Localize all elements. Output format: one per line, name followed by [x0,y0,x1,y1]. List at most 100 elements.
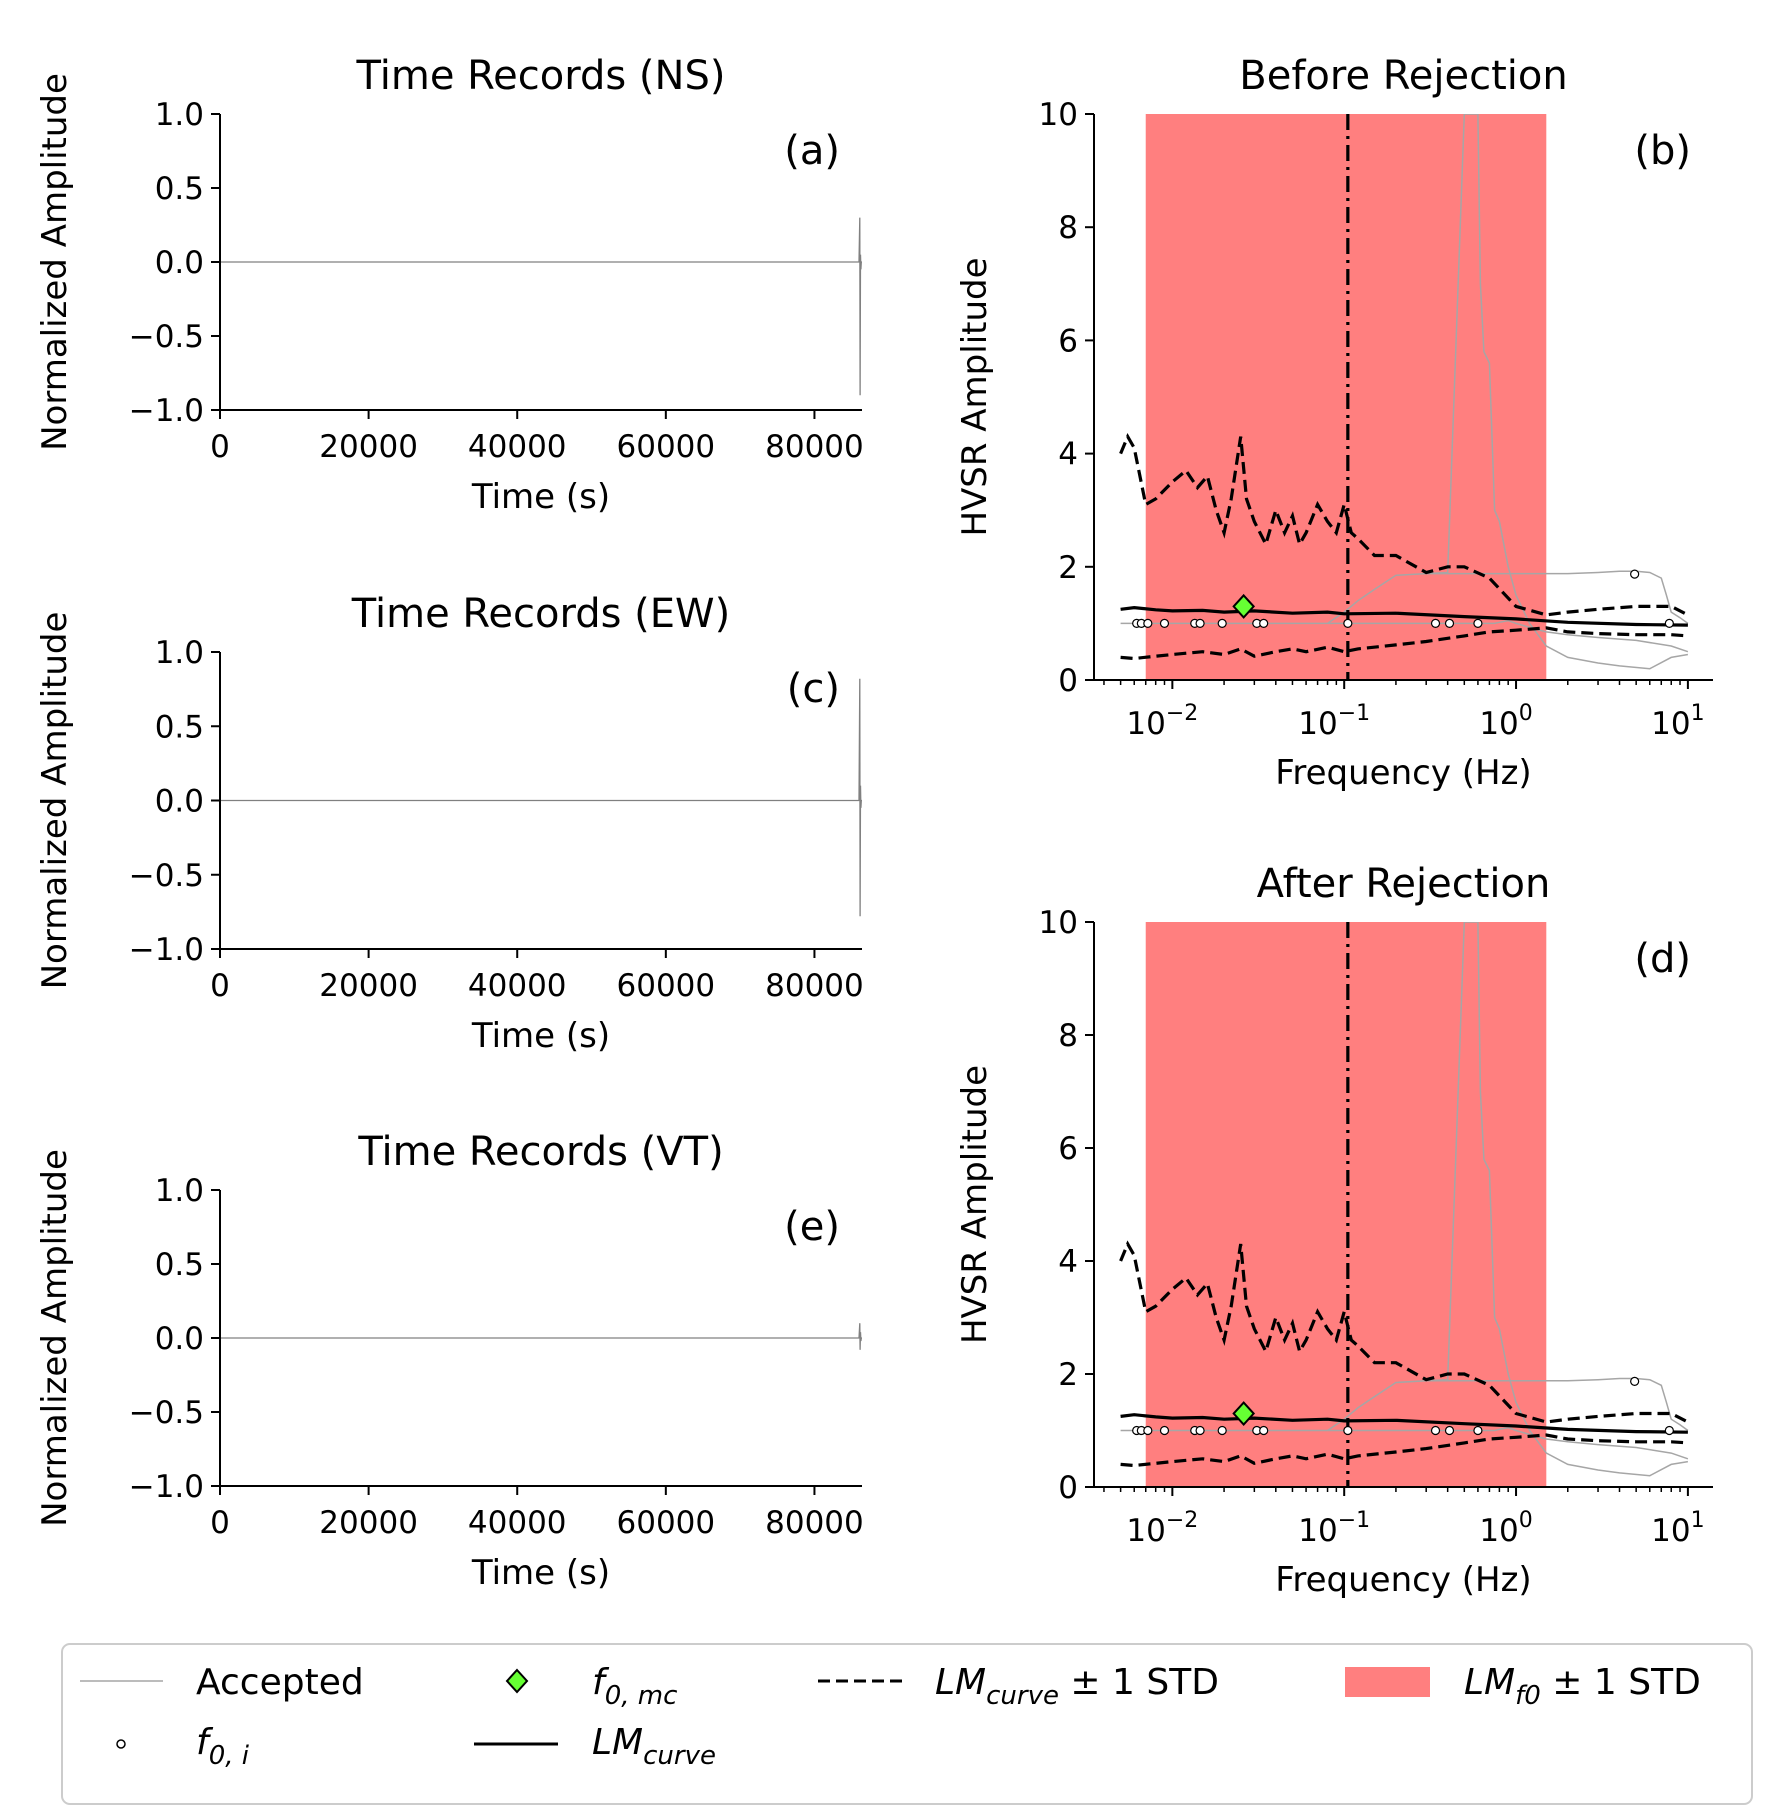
y-tick-label: 4 [1058,437,1078,473]
y-tick-label: 0.5 [155,709,204,745]
y-tick-label: −1.0 [129,393,204,429]
y-axis-label: HVSR Amplitude [955,257,995,536]
f0-i-marker [1630,569,1640,579]
y-tick-label: 0.0 [155,1321,204,1357]
f0-i-marker [1259,1425,1269,1436]
f0-i-marker [1343,1425,1353,1436]
f0-i-marker [1195,1425,1205,1436]
x-axis-label: Frequency (Hz) [1275,1560,1531,1600]
y-tick-label: 0.0 [155,784,204,820]
x-tick-label: 100 [1479,1508,1532,1549]
y-tick-label: −0.5 [129,1395,204,1431]
x-tick-label: 10−2 [1126,701,1198,742]
legend-lm-std-label: LMcurve ± 1 STD [935,1662,1219,1711]
lm-curve-plus-std [1119,1240,1689,1424]
f0-i-marker [1195,618,1205,629]
panel-a: 1.0 0.5 0.0 −0.5 −1.00 20000 40000 60000 80000 Ti… [35,53,864,517]
lm-curve [1120,605,1688,627]
panel-title: Time Records (EW) [351,591,730,637]
lm-curve-plus-std [1119,432,1689,617]
legend-frame [61,1643,1753,1805]
panel-title: Time Records (NS) [356,53,726,99]
y-tick-label: 0.0 [155,245,204,281]
y-axis-label: Normalized Amplitude [35,612,75,990]
y-tick-label: 4 [1058,1244,1078,1280]
f0-mc-marker [1232,593,1256,619]
plot-area [1119,922,1689,1487]
y-tick-label: −1.0 [129,1469,204,1505]
y-tick-label: 8 [1058,210,1078,246]
y-tick-label: −0.5 [129,319,204,355]
plot-area [220,1323,862,1350]
f0-i-marker [1159,618,1170,629]
f0-i-marker [1430,618,1441,629]
x-axis-label: Time (s) [471,477,610,517]
panel-b: 0 2 4 6 8 10 10−2 10−1 100 101 Before Rejection (b)… [955,53,1713,793]
panel-label: (e) [784,1204,840,1250]
y-tick-label: 2 [1058,1357,1078,1393]
lm-curve [1120,1413,1688,1434]
panel-label: (c) [787,666,840,712]
y-tick-label: 10 [1039,905,1078,941]
lm-curve-minus-std [1120,626,1689,661]
legend-f0-i-marker [116,1739,126,1749]
panel-e: 1.0 0.5 0.0 −0.5 −1.00 20000 40000 60000 80000 Ti… [35,1129,864,1593]
f0-i-marker [1630,1376,1640,1386]
x-tick-label: 0 [210,968,230,1004]
x-tick-label: 10−1 [1298,701,1370,742]
y-tick-label: −1.0 [129,932,204,968]
f0-i-marker [1430,1425,1441,1436]
x-tick-label: 0 [210,429,230,465]
f0-i-marker [1664,618,1674,629]
f0-i-marker [1444,618,1455,629]
panel-label: (b) [1634,128,1691,174]
x-tick-label: 10−1 [1298,1508,1370,1549]
time-record-trace [220,1323,862,1350]
y-tick-label: 1.0 [155,1173,204,1209]
accepted-hvsr-curve [1327,922,1689,1477]
x-tick-label: 80000 [765,968,864,1004]
f0-i-marker [1664,1425,1674,1436]
x-tick-label: 20000 [319,1505,418,1541]
y-tick-label: 6 [1058,323,1078,359]
x-tick-label: 40000 [468,1505,567,1541]
y-tick-label: 2 [1058,550,1078,586]
plot-area [220,678,862,917]
y-axis-label: Normalized Amplitude [35,73,75,451]
panel-title: Time Records (VT) [357,1129,723,1175]
f0-i-marker [1143,618,1153,629]
y-axis-label: Normalized Amplitude [35,1149,75,1527]
panel-title: Before Rejection [1239,53,1567,99]
y-tick-label: 6 [1058,1131,1078,1167]
time-record-trace [220,678,862,917]
x-tick-label: 20000 [319,968,418,1004]
legend-lm-curve-label: LMcurve [592,1722,716,1771]
f0-i-marker [1473,618,1483,629]
f0-i-marker [1259,618,1269,629]
x-tick-label: 60000 [617,429,716,465]
accepted-hvsr-curve [1327,114,1689,670]
y-tick-label: 0 [1058,1470,1078,1506]
legend-lm-f0-label: LMf0 ± 1 STD [1464,1662,1701,1711]
y-tick-label: 1.0 [155,97,204,133]
plot-area [1119,114,1689,680]
x-axis-label: Time (s) [471,1016,610,1056]
f0-i-marker [1217,618,1227,629]
legend-accepted-label: Accepted [196,1662,364,1703]
f0-i-marker [1143,1425,1153,1436]
legend: Accepted f0, i f0, mc LMcurve LMcurve ± … [61,1643,1753,1805]
time-record-trace [220,217,862,396]
y-tick-label: −0.5 [129,858,204,894]
x-axis-label: Frequency (Hz) [1275,753,1531,793]
plot-area [220,217,862,396]
panel-d: 0 2 4 6 8 10 10−2 10−1 100 101 After Rejection (d) F… [955,861,1713,1600]
f0-i-marker [1217,1425,1227,1436]
panel-label: (a) [784,128,840,174]
f0-mc-marker [1232,1401,1256,1427]
lm-f0-std-band [1145,114,1547,680]
y-tick-label: 1.0 [155,635,204,671]
x-tick-label: 60000 [617,968,716,1004]
lm-f0-std-band [1145,922,1547,1487]
f0-i-marker [1159,1425,1170,1436]
